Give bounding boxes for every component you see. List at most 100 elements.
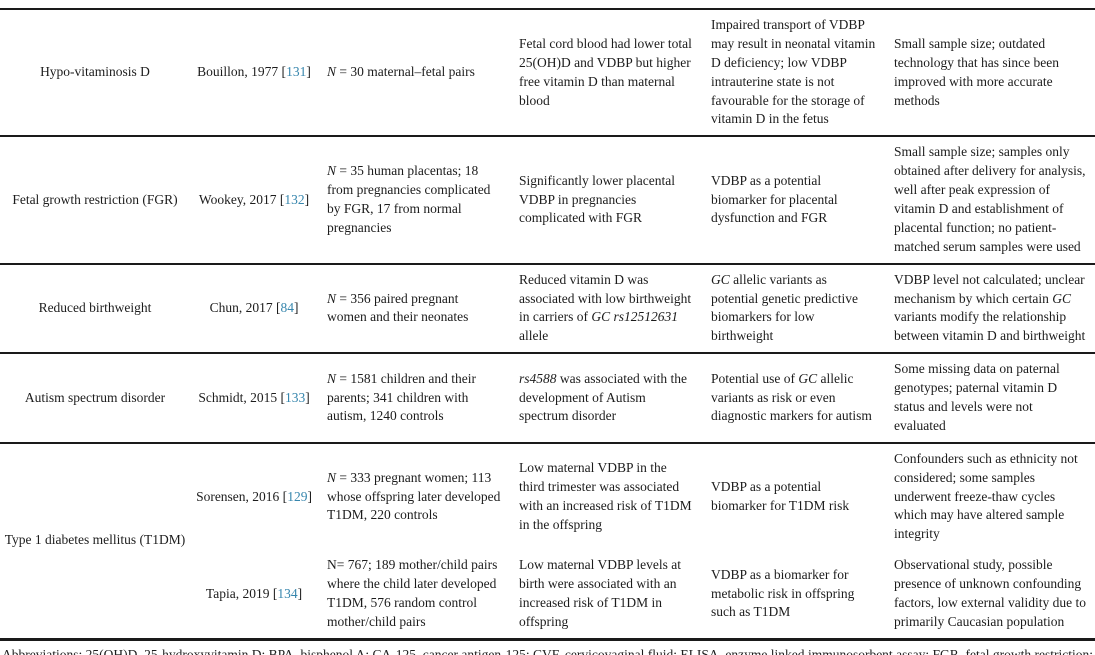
text-run: VDBP as a potential biomarker for placen…: [711, 172, 838, 226]
table-row: Fetal growth restriction (FGR) Wookey, 20…: [0, 135, 1095, 264]
text-run: Confounders such as ethnicity not consid…: [894, 450, 1078, 542]
text-run: Sorensen, 2016 [: [196, 488, 288, 504]
text-run: ]: [305, 389, 310, 405]
table-cell-condition: Type 1 diabetes mellitus (T1DM): [0, 441, 190, 640]
table-cell-reference: Wookey, 2017 [132]: [190, 135, 318, 264]
text-run: was associated with the development of A…: [519, 370, 687, 424]
text-run: ]: [293, 300, 299, 316]
table-cell-implications: GC allelic variants as potential genetic…: [702, 262, 885, 354]
text-run: N: [327, 64, 337, 80]
table-cell-findings: rs4588 was associated with the developme…: [510, 352, 702, 443]
table-row: Type 1 diabetes mellitus (T1DM) Sorensen,…: [0, 441, 1095, 640]
table-cell-sample: N = 356 paired pregnant women and their …: [318, 262, 510, 354]
citation-link[interactable]: 134: [277, 585, 298, 601]
text-run: Tapia, 2019 [: [205, 585, 278, 601]
table-cell-limitations: Confounders such as ethnicity not consid…: [885, 441, 1095, 551]
text-run: VDBP level not calculated; unclear mecha…: [894, 271, 1085, 306]
text-run: ]: [306, 64, 311, 80]
table-cell-condition: Hypo-vitaminosis D: [0, 9, 190, 136]
table-cell-implications: VDBP as a potential biomarker for T1DM r…: [702, 441, 885, 551]
table-cell-implications: Potential use of GC allelic variants as …: [702, 352, 885, 443]
text-run: Autism spectrum disorder: [24, 389, 166, 405]
table-cell-reference: Bouillon, 1977 [131]: [190, 9, 318, 136]
text-run: VDBP as a biomarker for metabolic risk i…: [711, 566, 855, 620]
text-run: VDBP as a potential biomarker for T1DM r…: [711, 479, 850, 514]
study-table-body: Hypo-vitaminosis D Bouillon, 1977 [131] N …: [0, 9, 1095, 640]
table-cell-implications: Impaired transport of VDBP may result in…: [702, 9, 885, 136]
table-cell-sample: N = 30 maternal–fetal pairs: [318, 9, 510, 136]
text-run: ]: [304, 191, 310, 207]
text-run: GC: [1052, 290, 1071, 306]
table-cell-limitations: Observational study, possible presence o…: [885, 550, 1095, 639]
table-cell-condition: Fetal growth restriction (FGR): [0, 135, 190, 264]
text-run: Fetal growth restriction (FGR): [12, 191, 178, 207]
table-cell-reference: Sorensen, 2016 [129]: [190, 441, 318, 551]
citation-link[interactable]: 131: [286, 64, 307, 80]
text-run: Schmidt, 2015 [: [198, 389, 285, 405]
table-cell-limitations: Small sample size; outdated technology t…: [885, 9, 1095, 136]
text-run: Low maternal VDBP in the third trimester…: [519, 460, 692, 532]
text-run: N: [327, 290, 337, 306]
table-row: Hypo-vitaminosis D Bouillon, 1977 [131] N …: [0, 9, 1095, 136]
text-run: ]: [297, 585, 303, 601]
table-cell-findings: Low maternal VDBP levels at birth were a…: [510, 550, 702, 639]
text-run: = 1581 children and their parents; 341 c…: [327, 370, 476, 424]
abbreviations-footnote: Abbreviations: 25(OH)D, 25-hydroxyvitami…: [2, 646, 1093, 655]
table-cell-sample: N = 1581 children and their parents; 341…: [318, 352, 510, 443]
text-run: Small sample size; samples only obtained…: [894, 144, 1086, 254]
table-row: Autism spectrum disorder Schmidt, 2015 [1…: [0, 352, 1095, 443]
citation-link[interactable]: 132: [284, 191, 305, 207]
text-run: rs4588: [519, 370, 557, 386]
text-run: N: [327, 469, 337, 485]
text-run: Bouillon, 1977 [: [197, 64, 287, 80]
table-cell-limitations: Small sample size; samples only obtained…: [885, 135, 1095, 264]
text-run: GC: [798, 370, 818, 386]
text-run: Reduced vitamin D was associated with lo…: [519, 271, 692, 325]
text-run: = 356 paired pregnant women and their ne…: [327, 290, 469, 325]
text-run: allelic variants as risk or even diagnos…: [711, 370, 872, 424]
text-run: N: [327, 163, 337, 179]
text-run: Reduced birthweight: [38, 300, 152, 316]
table-cell-sample: N = 35 human placentas; 18 from pregnanc…: [318, 135, 510, 264]
text-run: allelic variants as potential genetic pr…: [711, 271, 858, 344]
table-cell-limitations: VDBP level not calculated; unclear mecha…: [885, 262, 1095, 354]
table-row: Reduced birthweight Chun, 2017 [84] N = 35…: [0, 262, 1095, 354]
text-run: Low maternal VDBP levels at birth were a…: [519, 557, 681, 629]
table-cell-reference: Tapia, 2019 [134]: [190, 550, 318, 639]
table-cell-condition: Autism spectrum disorder: [0, 352, 190, 443]
text-run: variants modify the relationship between…: [894, 309, 1086, 344]
text-run: ]: [307, 488, 312, 504]
text-run: = 30 maternal–fetal pairs: [336, 64, 475, 80]
table-cell-sample: N = 333 pregnant women; 113 whose offspr…: [318, 441, 510, 551]
text-run: Chun, 2017 [: [209, 300, 281, 316]
text-run: GC: [711, 271, 730, 287]
table-cell-reference: Schmidt, 2015 [133]: [190, 352, 318, 443]
text-run: GC rs12512631: [591, 309, 678, 325]
table-cell-sample: N= 767; 189 mother/child pairs where the…: [318, 550, 510, 639]
text-run: Type 1 diabetes mellitus (T1DM): [4, 532, 186, 548]
table-cell-findings: Low maternal VDBP in the third trimester…: [510, 441, 702, 551]
citation-link[interactable]: 84: [280, 300, 294, 316]
text-run: N= 767; 189 mother/child pairs where the…: [327, 557, 498, 629]
table-cell-limitations: Some missing data on paternal genotypes;…: [885, 352, 1095, 443]
text-run: = 35 human placentas; 18 from pregnancie…: [327, 163, 491, 235]
table-cell-implications: VDBP as a biomarker for metabolic risk i…: [702, 550, 885, 639]
text-run: allele: [519, 328, 549, 344]
text-run: Hypo-vitaminosis D: [40, 64, 150, 80]
text-run: N: [327, 370, 337, 386]
table-cell-findings: Reduced vitamin D was associated with lo…: [510, 262, 702, 354]
text-run: Small sample size; outdated technology t…: [894, 35, 1059, 108]
table-cell-reference: Chun, 2017 [84]: [190, 262, 318, 354]
citation-link[interactable]: 133: [284, 389, 306, 405]
table-cell-condition: Reduced birthweight: [0, 262, 190, 354]
text-run: Wookey, 2017 [: [198, 191, 285, 207]
text-run: Potential use of: [711, 370, 799, 386]
studies-table: Hypo-vitaminosis D Bouillon, 1977 [131] N …: [0, 8, 1095, 641]
citation-link[interactable]: 129: [287, 488, 308, 504]
table-row: Tapia, 2019 [134] N= 767; 189 mother/chil…: [0, 550, 1095, 639]
text-run: = 333 pregnant women; 113 whose offsprin…: [327, 469, 501, 523]
text-run: Fetal cord blood had lower total 25(OH)D…: [519, 35, 692, 108]
text-run: Some missing data on paternal genotypes;…: [894, 361, 1060, 433]
text-run: Significantly lower placental VDBP in pr…: [519, 172, 675, 226]
